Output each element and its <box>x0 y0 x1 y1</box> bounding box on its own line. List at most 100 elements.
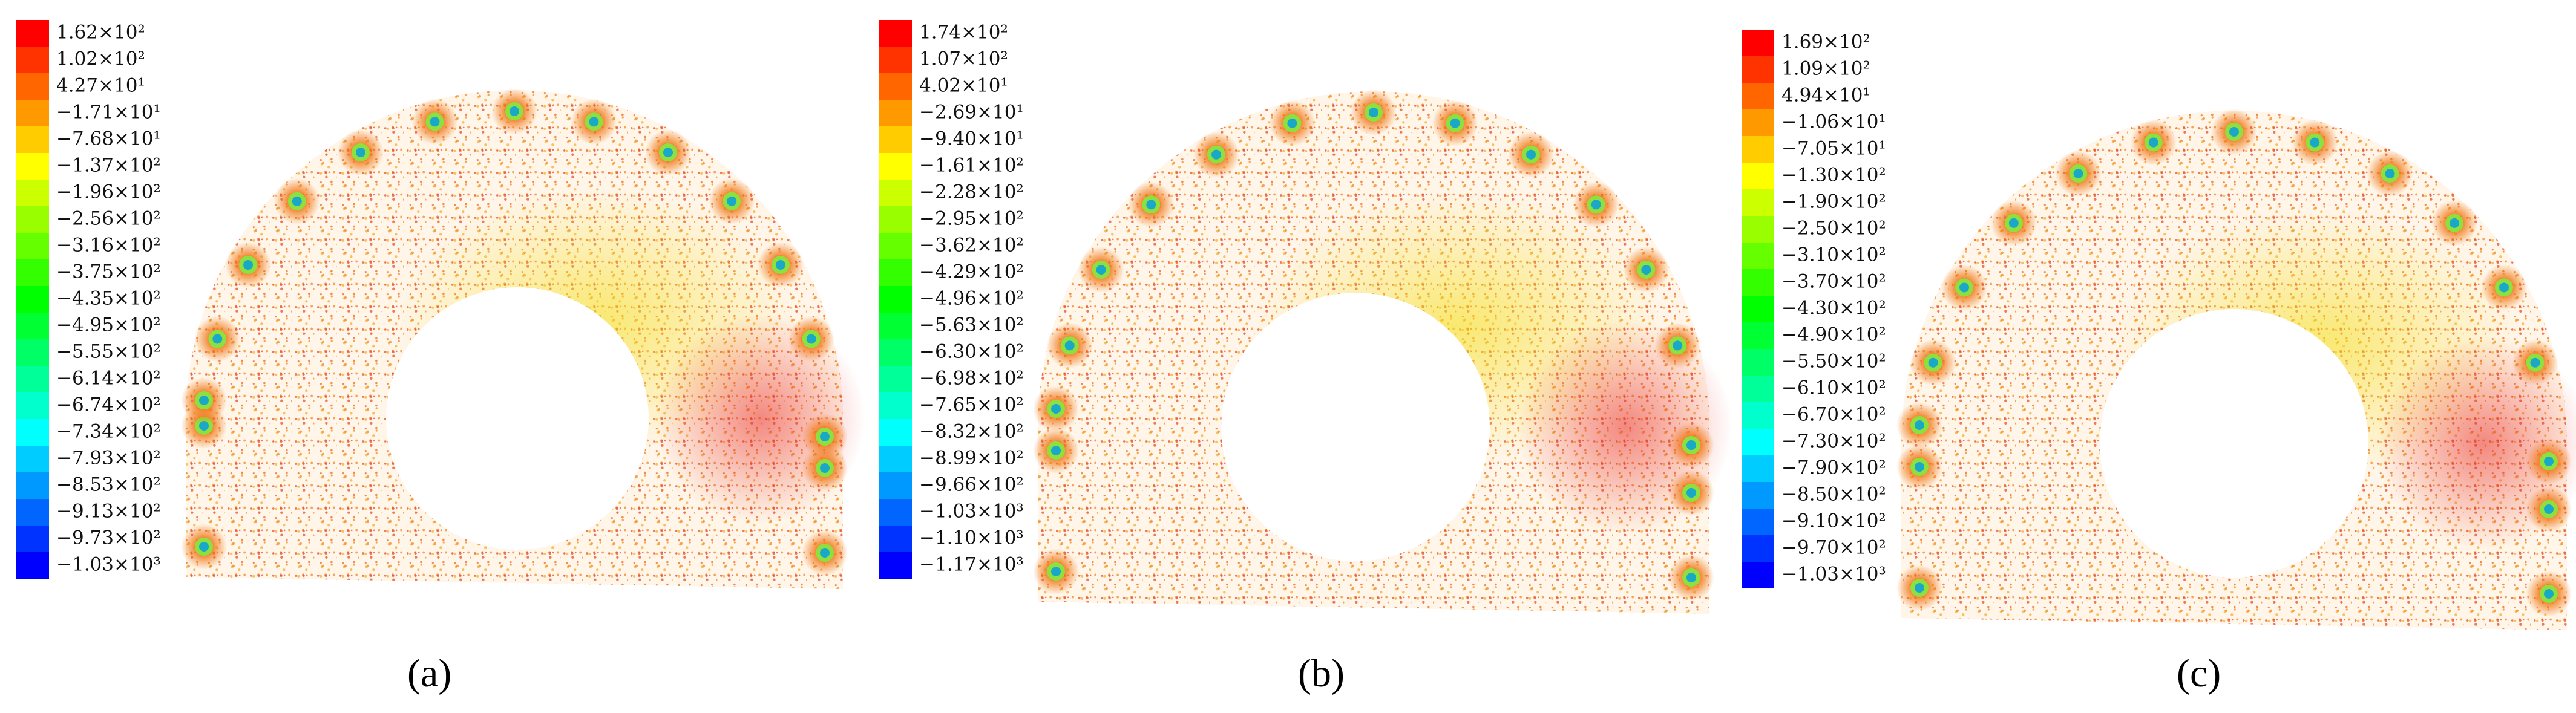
node-core <box>212 334 223 344</box>
colorbar-swatch <box>16 73 49 100</box>
node-core <box>775 260 785 270</box>
colorbar-swatch <box>1742 83 1774 109</box>
colorbar-label: −9.13×10² <box>56 501 161 523</box>
node-core <box>356 148 365 158</box>
colorbar-label: −6.14×10² <box>56 368 161 389</box>
colorbar-label: −6.70×10² <box>1781 404 1886 426</box>
node-core <box>589 117 599 127</box>
colorbar-swatch <box>16 153 49 180</box>
node-core <box>2544 457 2554 466</box>
colorbar-label: −9.73×10² <box>56 527 161 549</box>
colorbar-label: −2.95×10² <box>919 208 1024 230</box>
colorbar-label: −1.37×10² <box>56 155 161 177</box>
colorbar-label: −5.50×10² <box>1781 351 1886 373</box>
panel: 1.69×10² 1.09×10² 4.94×10¹ −1.06×10¹ −7.05×1… <box>1742 30 2576 695</box>
colorbar-swatch <box>1742 30 1774 56</box>
colorbar-swatch <box>16 313 49 339</box>
node-core <box>2499 282 2509 293</box>
colorbar-label: −8.50×10² <box>1781 484 1886 506</box>
node-core <box>806 334 816 344</box>
colorbar-swatch <box>16 526 49 552</box>
colorbar-label: −1.30×10² <box>1781 164 1886 186</box>
colorbar-label: −7.90×10² <box>1781 457 1886 479</box>
colorbar-label: −9.10×10² <box>1781 510 1886 532</box>
colorbar-swatch <box>1742 163 1774 189</box>
colorbar-label: −3.75×10² <box>56 261 161 283</box>
panel-caption: (c) <box>2177 651 2221 695</box>
colorbar-swatch <box>879 206 912 233</box>
colorbar-label: −8.32×10² <box>919 421 1024 443</box>
colorbar-swatch <box>1742 109 1774 136</box>
colorbar-label: 1.02×10² <box>56 48 145 70</box>
colorbar-swatch <box>879 126 912 153</box>
colorbar-label: 4.94×10¹ <box>1781 85 1870 106</box>
node-core <box>430 117 440 127</box>
colorbar-swatch <box>16 419 49 446</box>
colorbar-swatch <box>1742 56 1774 83</box>
colorbar-label: 1.09×10² <box>1781 58 1870 80</box>
colorbar-swatch <box>16 206 49 233</box>
colorbar-label: −4.95×10² <box>56 314 161 336</box>
colorbar-swatch <box>16 472 49 499</box>
colorbar-label: −1.03×10³ <box>56 554 161 576</box>
colorbar-swatch <box>1742 402 1774 429</box>
node-core <box>1287 118 1297 128</box>
node-core <box>243 260 254 270</box>
colorbar-swatch <box>16 339 49 366</box>
colorbar-swatch <box>16 286 49 313</box>
colorbar-label: −8.53×10² <box>56 474 161 496</box>
colorbar-label: −4.96×10² <box>919 288 1024 310</box>
colorbar-swatch <box>879 419 912 446</box>
colorbar-label: −3.70×10² <box>1781 271 1886 293</box>
node-core <box>2073 168 2083 178</box>
colorbar-label: −9.40×10¹ <box>919 128 1024 150</box>
colorbar-swatch <box>879 286 912 313</box>
colorbar-swatch <box>1742 322 1774 349</box>
colorbar-label: −5.63×10² <box>919 314 1024 336</box>
node-core <box>2385 168 2395 178</box>
colorbar-swatch <box>16 20 49 47</box>
colorbar-swatch <box>16 259 49 286</box>
colorbar-swatch <box>879 313 912 339</box>
node-core <box>1146 200 1156 210</box>
colorbar-label: −1.17×10³ <box>919 554 1024 576</box>
colorbar-swatch <box>1742 482 1774 509</box>
colorbar-label: −6.10×10² <box>1781 377 1886 399</box>
colorbar-label: −7.93×10² <box>56 448 161 469</box>
colorbar-swatch <box>879 180 912 206</box>
node-core <box>1051 404 1061 414</box>
node-core <box>1051 567 1061 576</box>
node-core <box>1591 200 1601 210</box>
colorbar-label: −2.69×10¹ <box>919 102 1024 123</box>
colorbar-label: 1.62×10² <box>56 22 145 44</box>
colorbar-label: −7.68×10¹ <box>56 128 161 150</box>
node-core <box>1686 573 1696 582</box>
colorbar-swatch <box>16 100 49 126</box>
colorbar-swatch <box>879 499 912 526</box>
node-core <box>820 548 830 558</box>
node-core <box>1673 340 1683 351</box>
colorbar-swatch <box>879 259 912 286</box>
node-core <box>1526 149 1536 160</box>
colorbar-swatch <box>879 153 912 180</box>
colorbar-label: −7.65×10² <box>919 394 1024 416</box>
node-core <box>2148 137 2158 148</box>
node-core <box>1051 446 1061 455</box>
node-core <box>1450 118 1460 128</box>
colorbar-swatch <box>879 472 912 499</box>
colorbar-label: −3.16×10² <box>56 235 161 256</box>
colorbar-label: −6.74×10² <box>56 394 161 416</box>
node-core <box>2544 589 2554 599</box>
colorbar-swatch <box>879 20 912 47</box>
colorbar-swatch <box>16 126 49 153</box>
node-core <box>199 396 209 405</box>
node-core <box>1915 462 1924 472</box>
colorbar-label: −6.98×10² <box>919 368 1024 389</box>
colorbar-label: 4.02×10¹ <box>919 75 1008 97</box>
colorbar-swatch <box>1742 562 1774 588</box>
node-core <box>1928 357 1938 368</box>
colorbar-swatch <box>879 552 912 579</box>
colorbar-label: −7.05×10¹ <box>1781 138 1886 160</box>
colorbar-swatch <box>1742 455 1774 482</box>
